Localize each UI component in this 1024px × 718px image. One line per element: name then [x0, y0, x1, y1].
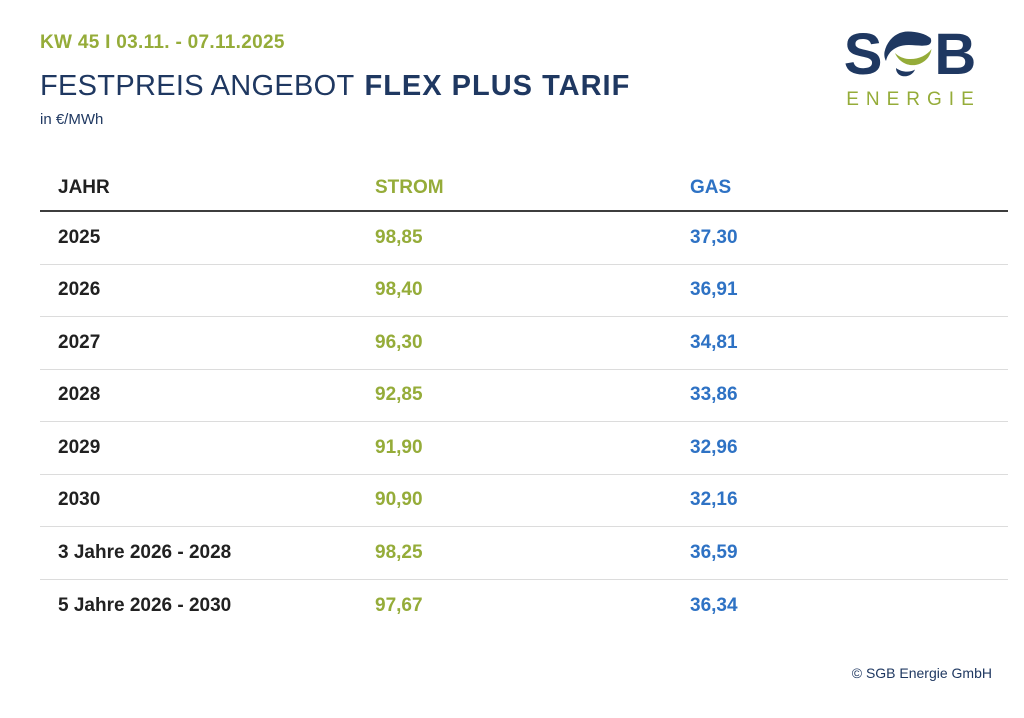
cell-jahr: 2026: [58, 279, 101, 301]
cell-gas: 32,16: [690, 489, 738, 511]
table-row: 3 Jahre 2026 - 2028 98,25 36,59: [40, 527, 1008, 580]
table-row: 2029 91,90 32,96: [40, 422, 1008, 475]
table-row: 5 Jahre 2026 - 2030 97,67 36,34: [40, 580, 1008, 633]
cell-gas: 36,59: [690, 541, 738, 563]
unit-label: in €/MWh: [40, 111, 104, 128]
table-body: 2025 98,85 37,30 2026 98,40 36,91 2027 96,30 34,…: [40, 212, 1008, 632]
table-row: 2028 92,85 33,86: [40, 370, 1008, 422]
cell-jahr: 3 Jahre 2026 - 2028: [58, 541, 232, 563]
cell-strom: 96,30: [375, 331, 423, 353]
cell-gas: 37,30: [690, 226, 738, 248]
cell-jahr: 5 Jahre 2026 - 2030: [58, 594, 232, 616]
copyright-notice: © SGB Energie GmbH: [851, 665, 992, 681]
logo-letter-b: B: [934, 22, 977, 87]
cell-strom: 98,40: [375, 279, 423, 301]
table-row: 2025 98,85 37,30: [40, 212, 1008, 265]
price-table: JAHR STROM GAS 2025 98,85 37,30 2026 98,40 36…: [40, 166, 1008, 632]
page-title: FESTPREIS ANGEBOT FLEX PLUS TARIF: [40, 70, 630, 103]
calendar-week-kicker: KW 45 I 03.11. - 07.11.2025: [40, 32, 285, 53]
table-header-row: JAHR STROM GAS: [40, 166, 1008, 212]
logo-letter-s: S: [843, 22, 883, 87]
cell-strom: 92,85: [375, 384, 423, 406]
sgb-energie-logo: S B ENERGIE: [830, 26, 990, 111]
cell-gas: 32,96: [690, 436, 738, 458]
cell-strom: 98,85: [375, 226, 423, 248]
logo-subtitle: ENERGIE: [846, 89, 981, 110]
page-title-regular: FESTPREIS ANGEBOT: [40, 70, 355, 102]
table-row: 2026 98,40 36,91: [40, 265, 1008, 317]
cell-gas: 36,91: [690, 279, 738, 301]
cell-strom: 91,90: [375, 436, 423, 458]
table-row: 2030 90,90 32,16: [40, 475, 1008, 527]
column-header-jahr: JAHR: [58, 177, 110, 198]
cell-jahr: 2030: [58, 489, 101, 511]
logo-wordmark: S B: [830, 26, 990, 84]
cell-jahr: 2025: [58, 226, 101, 248]
table-row: 2027 96,30 34,81: [40, 317, 1008, 370]
stylized-g-swoosh-icon: [883, 26, 933, 84]
column-header-strom: STROM: [375, 177, 444, 198]
cell-jahr: 2029: [58, 436, 101, 458]
cell-strom: 90,90: [375, 489, 423, 511]
cell-jahr: 2027: [58, 331, 101, 353]
cell-strom: 97,67: [375, 594, 423, 616]
cell-strom: 98,25: [375, 541, 423, 563]
page-title-bold: FLEX PLUS TARIF: [364, 70, 631, 102]
cell-gas: 36,34: [690, 594, 738, 616]
cell-gas: 33,86: [690, 384, 738, 406]
column-header-gas: GAS: [690, 177, 732, 198]
cell-jahr: 2028: [58, 384, 101, 406]
cell-gas: 34,81: [690, 331, 738, 353]
